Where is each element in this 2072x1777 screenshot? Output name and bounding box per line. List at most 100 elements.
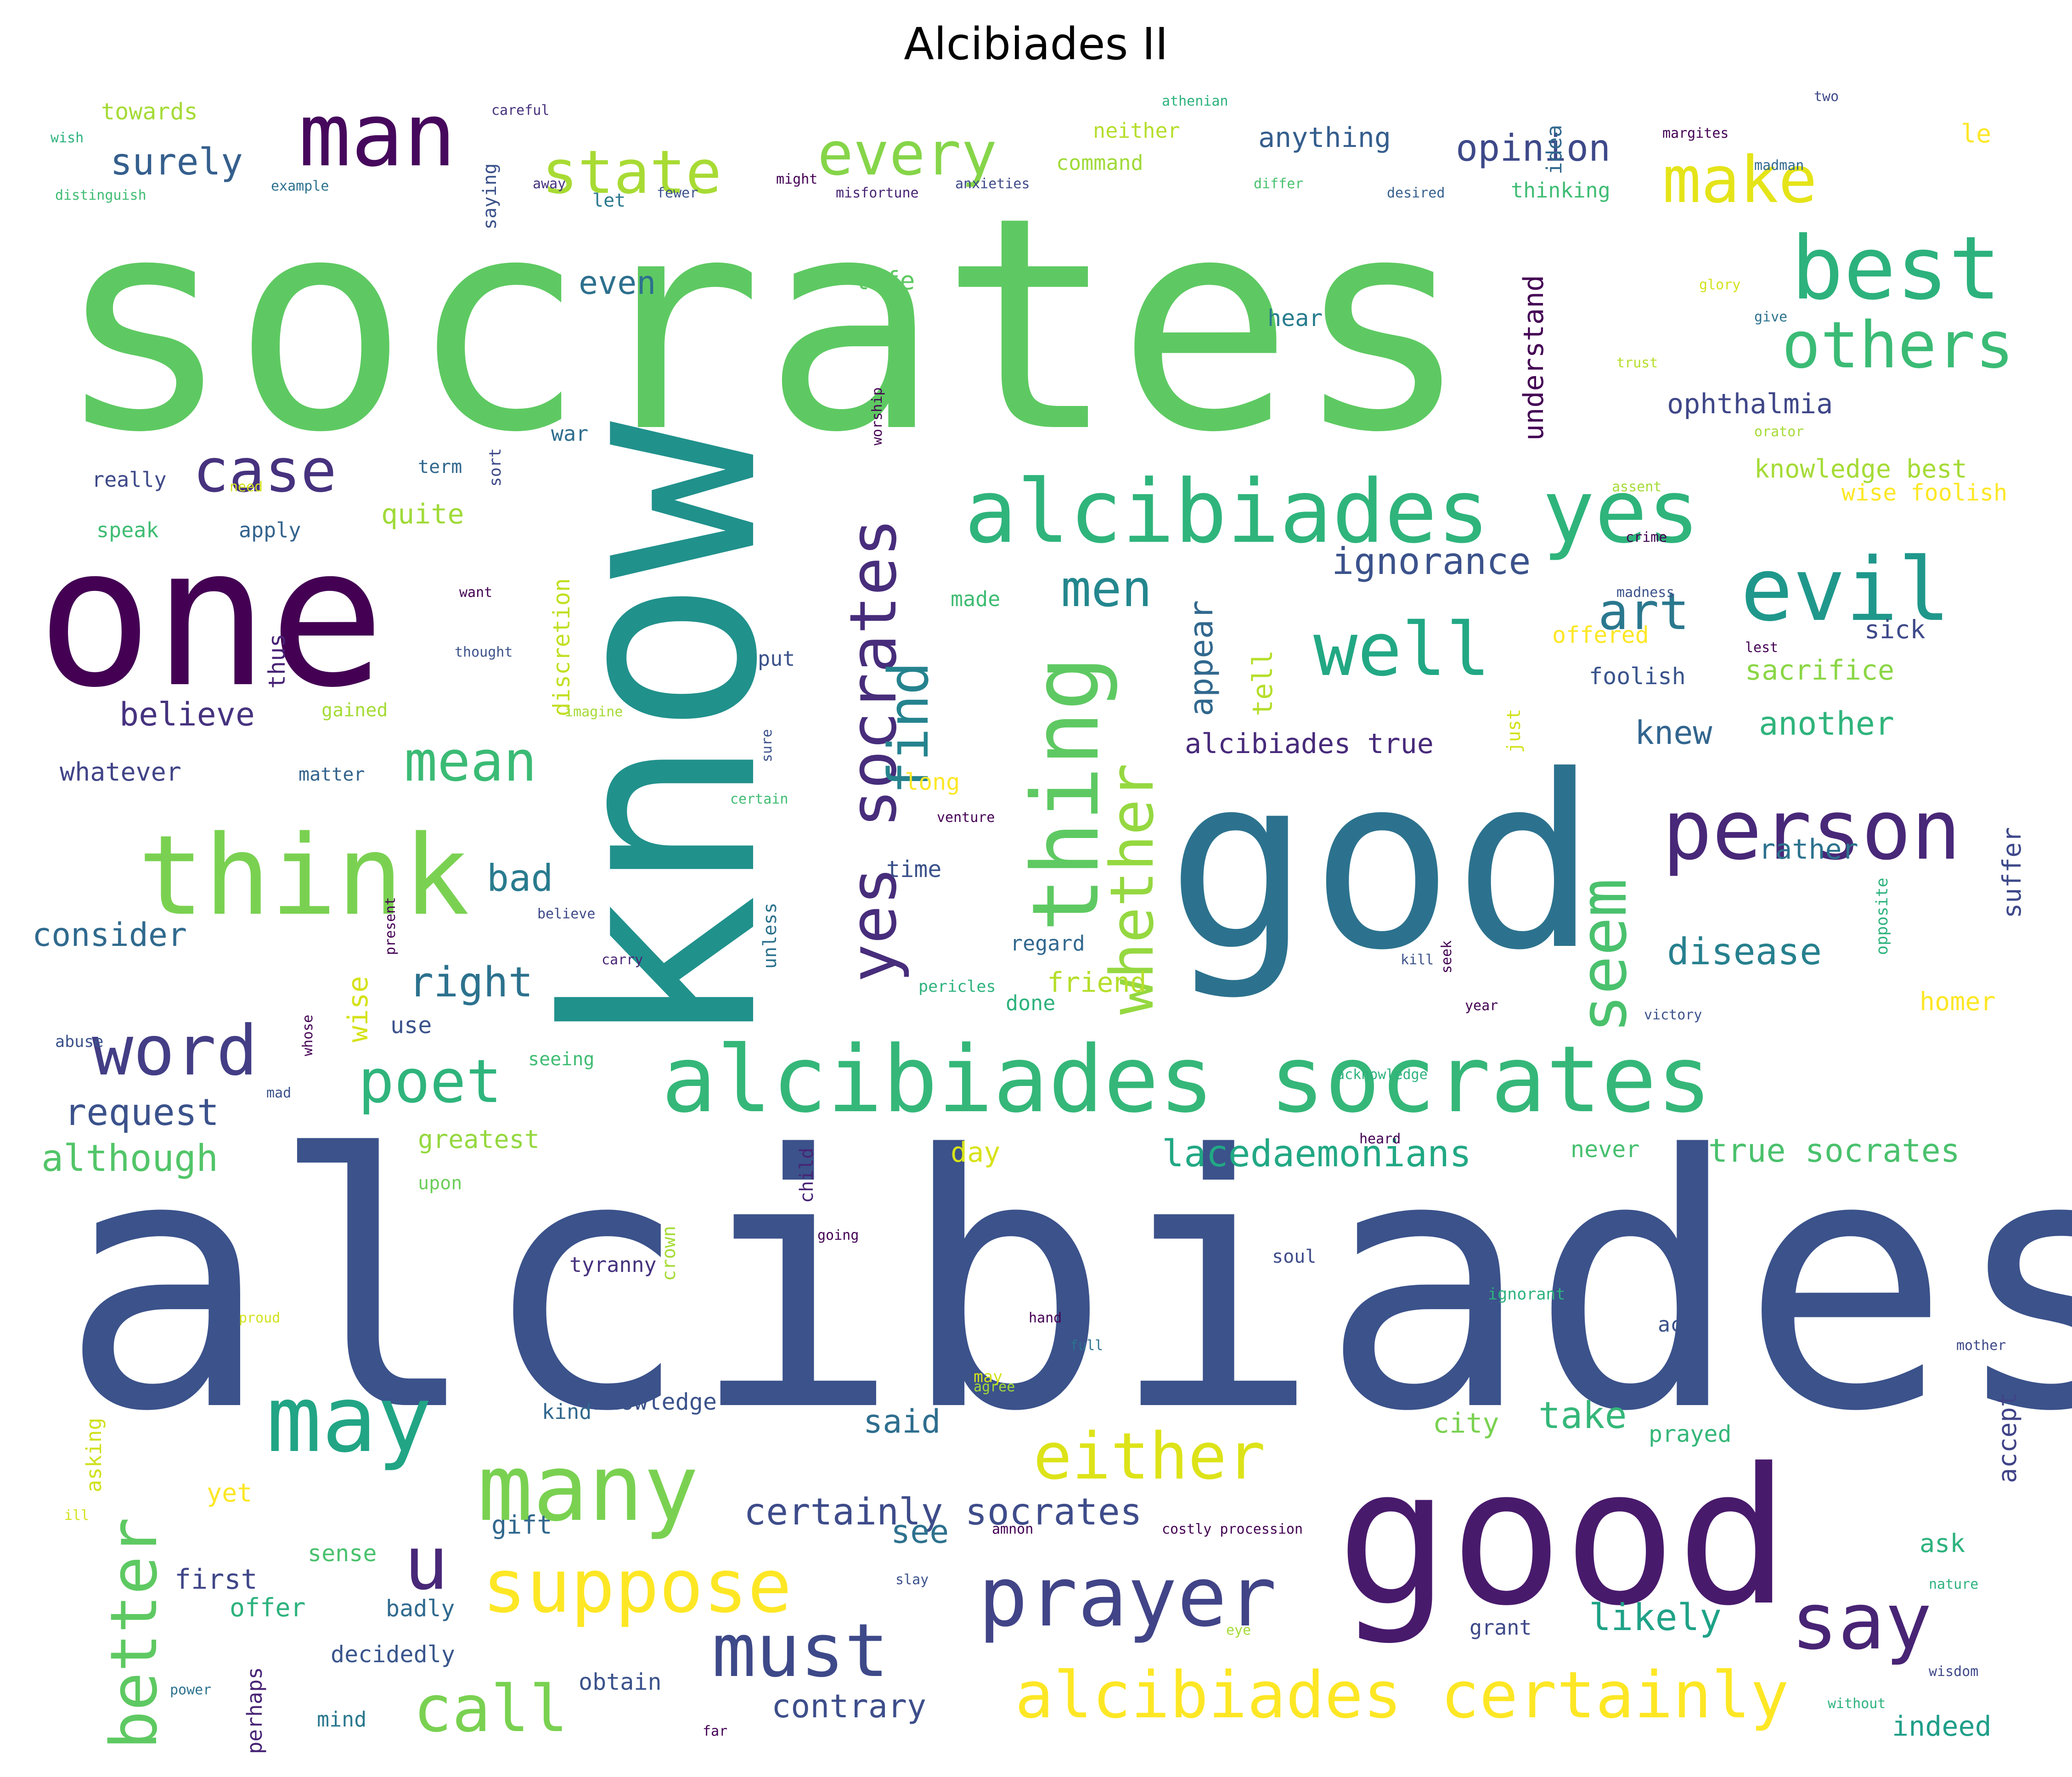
cloud-word: whether (1097, 763, 1167, 1015)
cloud-word: poet (358, 1046, 502, 1116)
page-title: Alcibiades II (904, 18, 1168, 70)
cloud-word: lacedaemonians (1162, 1132, 1471, 1175)
cloud-word: alcibiades (60, 1082, 2072, 1488)
cloud-word: certainly socrates (744, 1490, 1142, 1533)
cloud-word: give (1754, 309, 1787, 325)
cloud-word: hand (1029, 1310, 1062, 1326)
cloud-word: state (542, 137, 721, 207)
cloud-word: alcibiades socrates (661, 1026, 1712, 1133)
cloud-word: request (64, 1091, 219, 1134)
cloud-word: appear (1182, 600, 1220, 716)
cloud-word: command (1056, 151, 1143, 175)
cloud-word: sort (486, 448, 505, 487)
cloud-word: god (1166, 724, 1598, 1002)
cloud-word: want (459, 585, 492, 601)
cloud-word: consider (32, 916, 187, 954)
cloud-word: just (1503, 709, 1525, 753)
cloud-word: badly (386, 1595, 455, 1622)
cloud-word: sacrifice (1745, 654, 1894, 686)
cloud-word: time (886, 856, 941, 883)
cloud-word: crime (1626, 529, 1667, 545)
cloud-word: disease (1667, 930, 1822, 973)
cloud-word: imagine (565, 704, 623, 720)
cloud-word: away (533, 176, 566, 192)
cloud-word: really (92, 467, 167, 492)
cloud-word: might (776, 171, 817, 187)
cloud-word: discretion (548, 578, 575, 716)
cloud-word: idea (1542, 125, 1566, 174)
cloud-word: sick (1864, 615, 1925, 644)
cloud-word: gift (491, 1510, 552, 1540)
cloud-word: madness (1616, 585, 1674, 601)
cloud-word: assent (1612, 479, 1661, 495)
cloud-word: sense (308, 1540, 377, 1567)
cloud-word: mother (1956, 1338, 2006, 1354)
cloud-word: contrary (771, 1687, 926, 1725)
cloud-word: offer (230, 1593, 306, 1622)
cloud-word: tyranny (569, 1253, 657, 1277)
cloud-word: make (1662, 143, 1817, 218)
cloud-word: going (817, 1227, 859, 1243)
cloud-word: venture (937, 810, 995, 826)
cloud-word: ill (64, 1507, 89, 1524)
cloud-word: perhaps (242, 1667, 267, 1754)
cloud-word: every (817, 119, 997, 189)
cloud-word: saying (479, 163, 501, 230)
cloud-word: bad (487, 857, 553, 900)
cloud-word: put (758, 647, 795, 671)
cloud-word: opposite (1873, 877, 1892, 955)
cloud-word: wise foolish (1841, 479, 2007, 506)
cloud-word: call (413, 1672, 568, 1747)
cloud-word: even (579, 264, 656, 302)
cloud-word: neither (1093, 118, 1180, 143)
cloud-word: victory (1644, 1007, 1702, 1023)
cloud-word: word (92, 1011, 258, 1091)
cloud-word: long (905, 769, 960, 795)
cloud-word: believe (119, 696, 255, 733)
cloud-word: ignorant (1488, 1285, 1565, 1304)
cloud-word: never (1571, 1136, 1640, 1163)
cloud-word: anxieties (955, 176, 1030, 192)
cloud-word: yes socrates (836, 518, 911, 983)
cloud-word: must (712, 1608, 889, 1693)
cloud-word: costly procession (1162, 1521, 1303, 1537)
cloud-word: foolish (1589, 663, 1686, 690)
cloud-word: ignorance (1332, 540, 1531, 583)
cloud-word: heard (1359, 1131, 1401, 1147)
cloud-word: carry (602, 952, 643, 968)
cloud-word: obtain (579, 1669, 662, 1695)
cloud-word: apply (239, 518, 301, 542)
cloud-word: may (974, 1368, 1002, 1386)
cloud-word: unless (760, 903, 781, 969)
cloud-word: evil (1740, 539, 1951, 641)
cloud-word: proud (239, 1310, 280, 1326)
cloud-word: soul (1272, 1246, 1316, 1267)
cloud-word: thing (1013, 656, 1120, 932)
cloud-word: life (854, 266, 915, 295)
cloud-word: towards (101, 98, 198, 125)
cloud-word: need (230, 479, 263, 495)
cloud-word: true socrates (1708, 1132, 1960, 1170)
cloud-word: may (266, 1366, 432, 1473)
cloud-word: glory (1699, 277, 1740, 293)
cloud-word: ask (1920, 1529, 1965, 1558)
cloud-word: decidedly (331, 1641, 455, 1668)
cloud-word: upon (418, 1173, 462, 1194)
cloud-word: without (1828, 1696, 1886, 1712)
cloud-word: pericles (918, 978, 996, 996)
cloud-word: accept (1993, 1392, 2022, 1483)
cloud-word: careful (491, 102, 549, 118)
cloud-word: socrates (55, 154, 1471, 496)
cloud-word: whose (300, 1015, 316, 1056)
cloud-word: knew (1635, 714, 1712, 752)
cloud-word: suffer (1997, 827, 2027, 918)
cloud-word: term (418, 456, 462, 478)
cloud-word: child (796, 1148, 817, 1203)
cloud-word: well (1313, 607, 1490, 692)
cloud-word: thus (264, 634, 290, 689)
cloud-word: alcibiades certainly (1015, 1658, 1789, 1733)
cloud-word: prayed (1649, 1421, 1732, 1447)
cloud-word: art (1598, 582, 1689, 641)
cloud-word: year (1465, 998, 1498, 1014)
